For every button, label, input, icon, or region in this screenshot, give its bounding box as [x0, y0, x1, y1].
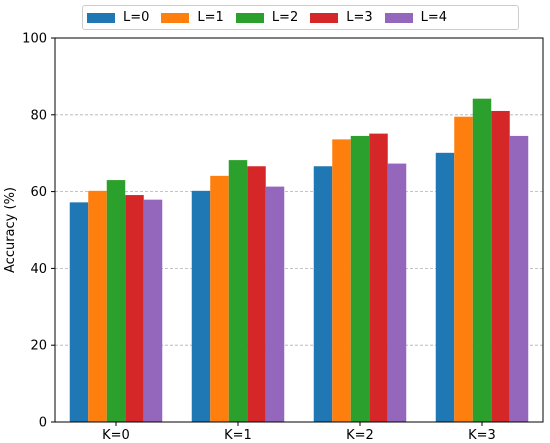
bar-L2-K1 [228, 160, 248, 422]
legend-item: L=0 [87, 10, 149, 25]
legend-item: L=1 [161, 10, 224, 25]
x-tick-label: K=3 [468, 428, 496, 443]
legend-label: L=1 [197, 10, 224, 25]
bar-L4-K0 [143, 199, 163, 422]
y-tick-label: 40 [30, 262, 47, 277]
legend-label: L=3 [346, 10, 373, 25]
y-axis: 0 20 40 60 80 100 [22, 32, 55, 431]
bars [69, 98, 529, 423]
bar-L3-K2 [369, 133, 388, 422]
bar-L2-K2 [350, 135, 370, 423]
legend-swatch [161, 12, 190, 23]
bar-L4-K3 [509, 135, 529, 423]
x-tick-label: K=0 [102, 428, 130, 443]
legend-item: L=3 [310, 10, 373, 25]
bar-L4-K2 [387, 163, 407, 422]
bar-L0-K2 [313, 166, 333, 422]
y-tick-label: 60 [30, 185, 47, 200]
y-tick-label: 20 [30, 339, 47, 354]
plot-frame [54, 37, 544, 423]
legend-swatch [235, 12, 264, 23]
legend-label: L=2 [271, 10, 299, 25]
bar-L2-K0 [106, 180, 126, 422]
bar-L1-K3 [454, 116, 473, 422]
legend-item: L=2 [235, 10, 299, 25]
x-axis: K=0 K=1 K=2 K=3 [102, 422, 496, 443]
bar-L3-K1 [247, 166, 266, 422]
x-tick-label: K=2 [346, 428, 374, 443]
bar-L3-K3 [491, 110, 510, 423]
legend-label: L=0 [123, 10, 150, 25]
legend-swatch [310, 12, 339, 23]
bar-L2-K3 [472, 98, 492, 422]
legend-swatch [87, 12, 115, 23]
legend: L=0 L=1 L=2 L=3 L=4 [82, 5, 519, 30]
y-axis-label: Accuracy (%) [3, 187, 18, 273]
x-tick-label: K=1 [224, 428, 252, 443]
bar-L1-K1 [210, 175, 229, 422]
bar-L0-K0 [69, 202, 89, 422]
y-tick-label: 80 [30, 108, 47, 123]
bar-L1-K0 [88, 190, 107, 422]
legend-swatch [384, 12, 413, 23]
y-tick-label: 100 [22, 32, 47, 47]
y-tick-label: 0 [39, 416, 47, 431]
bar-L4-K1 [265, 186, 285, 422]
bar-L0-K3 [435, 152, 455, 423]
bar-L0-K1 [191, 190, 211, 422]
bar-L3-K0 [125, 195, 144, 422]
bar-L1-K2 [332, 139, 351, 422]
legend-item: L=4 [384, 10, 448, 25]
legend-label: L=4 [420, 10, 448, 25]
